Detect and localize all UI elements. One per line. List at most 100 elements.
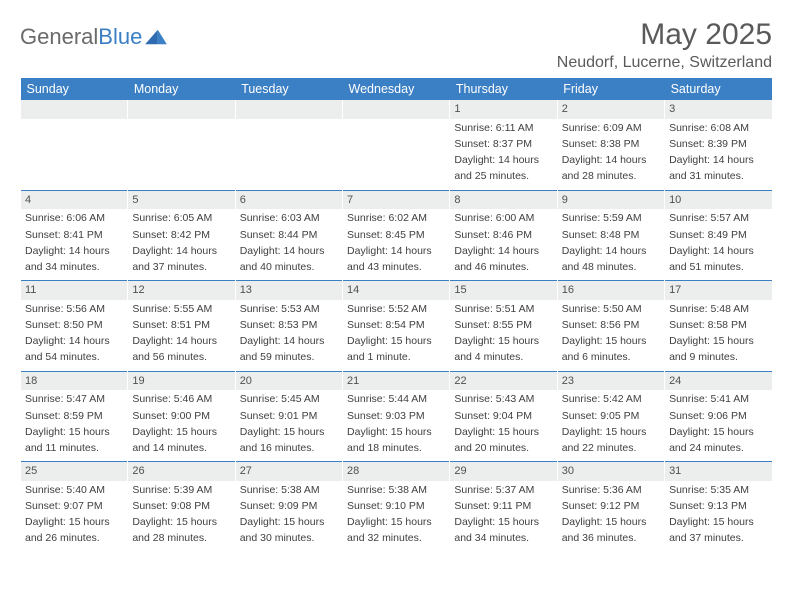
daylight-text: and 6 minutes. [562,350,660,364]
sunrise-text: Sunrise: 5:45 AM [240,392,338,406]
daylight-text: and 11 minutes. [25,441,123,455]
day-detail-cell: Sunrise: 5:42 AMSunset: 9:05 PMDaylight:… [557,390,664,461]
sunrise-text: Sunrise: 5:46 AM [132,392,230,406]
day-detail-cell: Sunrise: 5:56 AMSunset: 8:50 PMDaylight:… [21,300,128,371]
sunset-text: Sunset: 8:46 PM [454,228,552,242]
daylight-text: Daylight: 15 hours [669,334,768,348]
day-detail-cell: Sunrise: 5:53 AMSunset: 8:53 PMDaylight:… [235,300,342,371]
sunrise-text: Sunrise: 5:56 AM [25,302,123,316]
daylight-text: Daylight: 15 hours [669,425,768,439]
sunset-text: Sunset: 8:37 PM [454,137,552,151]
day-number-cell: 25 [21,462,128,481]
sunrise-text: Sunrise: 6:09 AM [562,121,660,135]
day-number-cell: 24 [665,371,772,390]
day-number-cell: 13 [235,281,342,300]
logo: GeneralBlue [20,24,167,50]
daylight-text: Daylight: 15 hours [669,515,768,529]
daylight-text: Daylight: 15 hours [454,515,552,529]
day-number-cell: 5 [128,190,235,209]
day-detail-cell: Sunrise: 5:38 AMSunset: 9:09 PMDaylight:… [235,481,342,552]
day-number-cell: 22 [450,371,557,390]
sunrise-text: Sunrise: 5:38 AM [240,483,338,497]
day-detail-cell: Sunrise: 5:37 AMSunset: 9:11 PMDaylight:… [450,481,557,552]
day-detail-cell: Sunrise: 6:08 AMSunset: 8:39 PMDaylight:… [665,119,772,190]
sunrise-text: Sunrise: 5:55 AM [132,302,230,316]
day-number-cell: 1 [450,100,557,119]
daylight-text: Daylight: 15 hours [347,334,445,348]
daylight-text: and 4 minutes. [454,350,552,364]
day-detail-cell: Sunrise: 5:41 AMSunset: 9:06 PMDaylight:… [665,390,772,461]
daylight-text: Daylight: 14 hours [132,244,230,258]
daylight-text: Daylight: 15 hours [132,515,230,529]
sunset-text: Sunset: 8:41 PM [25,228,123,242]
day-number-row: 25262728293031 [21,462,773,481]
daylight-text: and 48 minutes. [562,260,660,274]
day-detail-cell [235,119,342,190]
day-detail-cell: Sunrise: 5:39 AMSunset: 9:08 PMDaylight:… [128,481,235,552]
weekday-header: Sunday [21,78,128,100]
page-header: GeneralBlue May 2025 Neudorf, Lucerne, S… [20,18,772,72]
day-number-cell: 15 [450,281,557,300]
sunrise-text: Sunrise: 5:57 AM [669,211,768,225]
day-number-row: 11121314151617 [21,281,773,300]
sunset-text: Sunset: 9:07 PM [25,499,123,513]
sunset-text: Sunset: 8:44 PM [240,228,338,242]
daylight-text: Daylight: 15 hours [562,515,660,529]
daylight-text: and 36 minutes. [562,531,660,545]
daylight-text: and 37 minutes. [669,531,768,545]
weekday-header: Monday [128,78,235,100]
sunset-text: Sunset: 9:10 PM [347,499,445,513]
sunset-text: Sunset: 9:11 PM [454,499,552,513]
sunset-text: Sunset: 9:08 PM [132,499,230,513]
day-detail-cell: Sunrise: 5:50 AMSunset: 8:56 PMDaylight:… [557,300,664,371]
daylight-text: and 31 minutes. [669,169,768,183]
day-number-cell: 16 [557,281,664,300]
daylight-text: and 24 minutes. [669,441,768,455]
day-number-cell: 18 [21,371,128,390]
sunset-text: Sunset: 9:01 PM [240,409,338,423]
day-detail-cell: Sunrise: 5:45 AMSunset: 9:01 PMDaylight:… [235,390,342,461]
day-detail-cell [128,119,235,190]
day-number-row: 18192021222324 [21,371,773,390]
day-number-cell [21,100,128,119]
day-detail-row: Sunrise: 5:40 AMSunset: 9:07 PMDaylight:… [21,481,773,552]
daylight-text: and 43 minutes. [347,260,445,274]
daylight-text: Daylight: 14 hours [25,334,123,348]
day-detail-cell: Sunrise: 5:38 AM Sunset: 9:10 PM Daylight:… [343,481,450,552]
day-detail-cell: Sunrise: 6:06 AMSunset: 8:41 PMDaylight:… [21,209,128,280]
daylight-text: and 32 minutes. [347,531,445,545]
sunset-text: Sunset: 9:13 PM [669,499,768,513]
daylight-text: Daylight: 14 hours [669,244,768,258]
day-number-cell: 3 [665,100,772,119]
day-detail-cell: Sunrise: 6:02 AMSunset: 8:45 PMDaylight:… [343,209,450,280]
sunrise-text: Sunrise: 5:38 AM [347,483,445,497]
daylight-text: Daylight: 15 hours [25,425,123,439]
daylight-text: Daylight: 15 hours [562,334,660,348]
daylight-text: and 56 minutes. [132,350,230,364]
day-detail-cell: Sunrise: 6:09 AMSunset: 8:38 PMDaylight:… [557,119,664,190]
day-number-cell: 23 [557,371,664,390]
day-detail-row: Sunrise: 5:47 AMSunset: 8:59 PMDaylight:… [21,390,773,461]
day-number-cell: 19 [128,371,235,390]
day-number-cell: 26 [128,462,235,481]
logo-triangle-icon [145,28,167,46]
daylight-text: Daylight: 14 hours [562,244,660,258]
daylight-text: Daylight: 15 hours [132,425,230,439]
day-number-cell: 21 [343,371,450,390]
month-title: May 2025 [557,18,772,52]
day-number-row: 45678910 [21,190,773,209]
sunrise-text: Sunrise: 5:48 AM [669,302,768,316]
daylight-text: Daylight: 15 hours [454,334,552,348]
sunset-text: Sunset: 8:56 PM [562,318,660,332]
daylight-text: Daylight: 15 hours [347,515,445,529]
day-detail-cell: Sunrise: 6:11 AMSunset: 8:37 PMDaylight:… [450,119,557,190]
sunrise-text: Sunrise: 5:47 AM [25,392,123,406]
day-detail-cell: Sunrise: 5:43 AMSunset: 9:04 PMDaylight:… [450,390,557,461]
sunset-text: Sunset: 8:53 PM [240,318,338,332]
daylight-text: Daylight: 14 hours [347,244,445,258]
daylight-text: Daylight: 15 hours [347,425,445,439]
title-block: May 2025 Neudorf, Lucerne, Switzerland [557,18,772,72]
sunrise-text: Sunrise: 6:11 AM [454,121,552,135]
daylight-text: and 28 minutes. [562,169,660,183]
day-number-cell: 31 [665,462,772,481]
